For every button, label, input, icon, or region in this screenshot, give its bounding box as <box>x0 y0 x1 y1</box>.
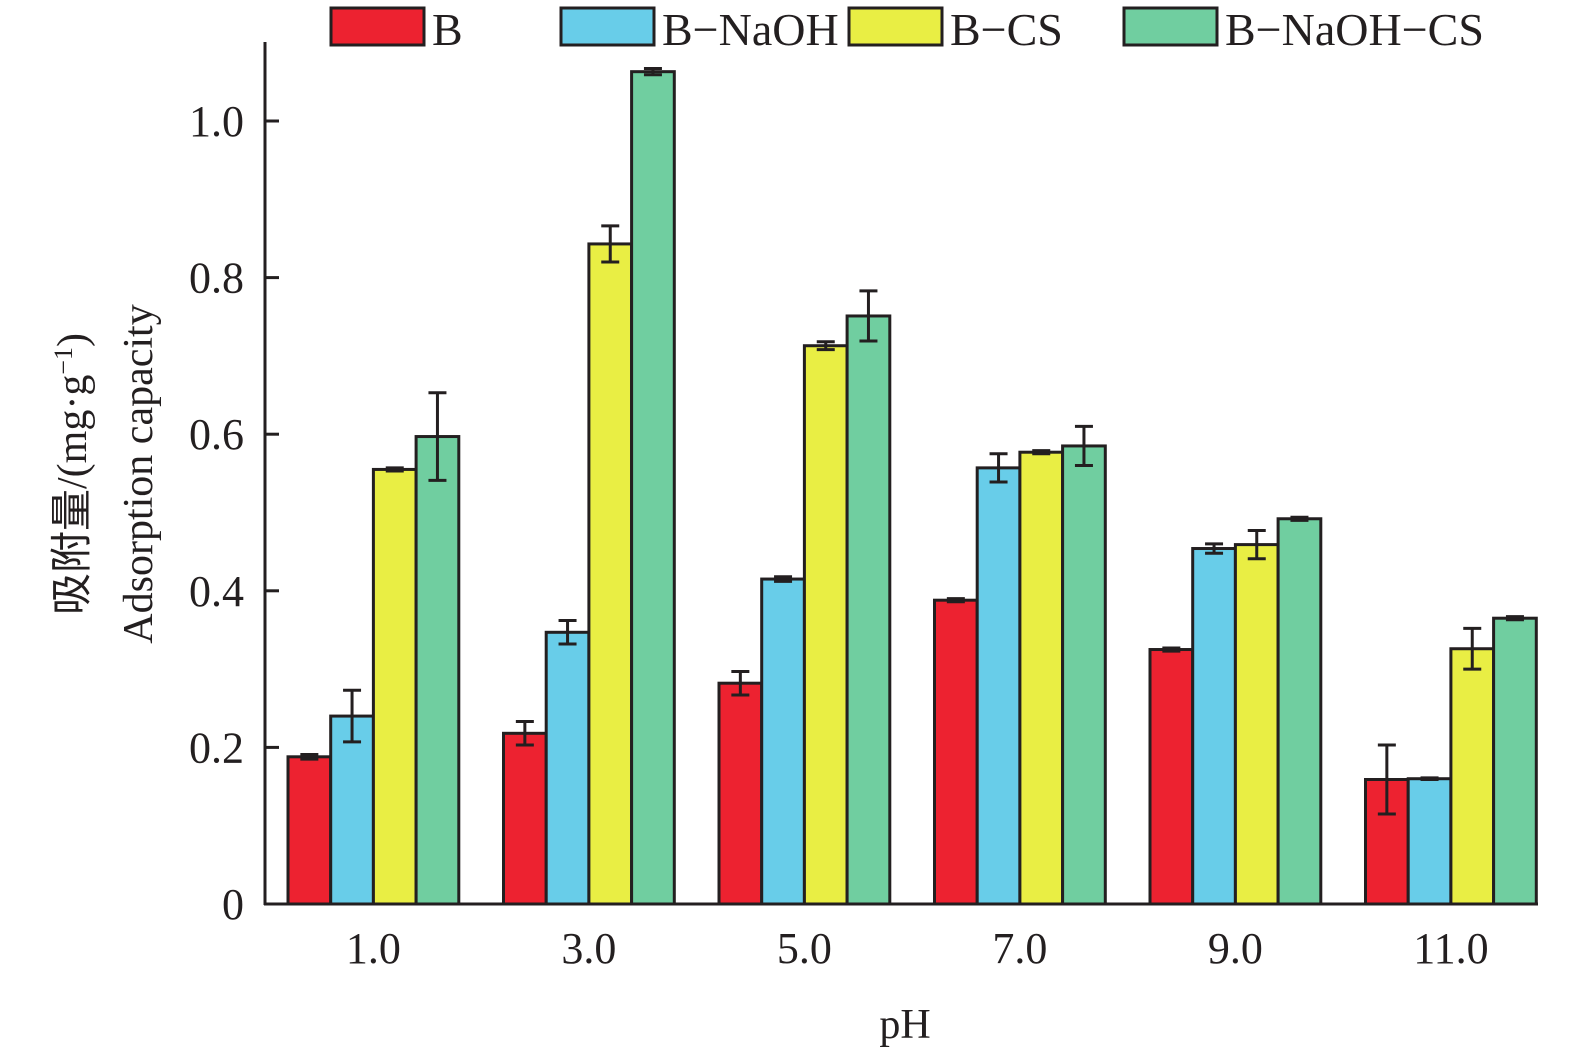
bar-b-naoh-ph-11.0 <box>1406 777 1453 906</box>
error-bar <box>946 597 965 604</box>
error-bar <box>515 720 534 747</box>
y-tick-label: 0 <box>222 880 244 929</box>
y-tick-label: 1.0 <box>189 97 244 146</box>
bar-b-naoh-cs-ph-1.0 <box>414 435 461 906</box>
bar-b-naoh-cs-ph-11.0 <box>1492 616 1538 906</box>
bar-b-cs-ph-1.0 <box>371 467 418 906</box>
bar-b-cs-ph-5.0 <box>802 344 849 906</box>
error-bar <box>643 67 662 77</box>
error-bar <box>1463 626 1482 671</box>
error-bar <box>385 466 404 473</box>
x-axis-title: pH <box>879 1002 930 1048</box>
x-tick-label: 9.0 <box>1208 924 1263 973</box>
legend-swatch <box>1122 6 1219 47</box>
legend-item: B−NaOH−CS <box>1122 4 1484 55</box>
error-bar <box>1377 743 1396 816</box>
error-bar <box>1505 615 1524 622</box>
y-axis-title-close: ) <box>50 333 96 347</box>
x-tick-label: 3.0 <box>561 924 616 973</box>
error-bar <box>1032 449 1051 456</box>
bars-layer <box>286 70 1538 906</box>
y-ticks: 0 0.2 0.4 0.6 0.8 1.0 <box>189 97 279 929</box>
bar-b-naoh-ph-5.0 <box>760 577 806 906</box>
error-bar <box>300 752 319 761</box>
error-bar <box>731 669 750 697</box>
bar-b-cs-ph-11.0 <box>1449 647 1496 906</box>
error-bar <box>816 340 835 352</box>
legend-label: B−CS <box>950 4 1063 55</box>
y-tick-label: 0.8 <box>189 254 244 303</box>
legend-item: B−NaOH <box>559 4 839 55</box>
error-bars-layer <box>300 67 1524 816</box>
error-bar <box>601 224 620 264</box>
y-tick-label: 0.2 <box>189 723 244 772</box>
x-tick-label: 5.0 <box>777 924 832 973</box>
error-bar <box>1420 776 1439 782</box>
y-tick-label: 0.4 <box>189 567 244 616</box>
y-axis-title-line1: 吸附量/(mg·g−1) <box>49 333 96 615</box>
x-ticks: 1.0 3.0 5.0 7.0 9.0 11.0 <box>346 924 1489 973</box>
error-bar <box>1247 529 1266 561</box>
y-axis-title-superscript: −1 <box>49 347 78 375</box>
error-bar <box>1290 515 1309 522</box>
error-bar <box>1162 646 1181 653</box>
legend-swatch <box>329 6 426 47</box>
x-tick-label: 1.0 <box>346 924 401 973</box>
bar-b-ph-1.0 <box>286 755 333 906</box>
legend-item: B <box>329 4 463 55</box>
x-tick-label: 11.0 <box>1413 924 1488 973</box>
bar-b-cs-ph-7.0 <box>1018 450 1065 906</box>
error-bar <box>1205 542 1224 555</box>
error-bar <box>343 688 362 744</box>
bar-b-naoh-cs-ph-5.0 <box>845 314 892 906</box>
x-tick-label: 7.0 <box>992 924 1047 973</box>
y-tick-label: 0.6 <box>189 410 244 459</box>
error-bar <box>859 289 878 343</box>
bar-b-cs-ph-9.0 <box>1233 543 1280 906</box>
error-bar <box>989 452 1008 484</box>
bar-b-naoh-ph-3.0 <box>544 630 591 906</box>
axes <box>263 42 1538 906</box>
legend: B B−NaOH B−CS B−NaOH−CS <box>329 4 1484 55</box>
y-axis-title: 吸附量/(mg·g−1) Adsorption capacity <box>49 304 162 643</box>
legend-label: B−NaOH <box>662 4 839 55</box>
bar-b-naoh-cs-ph-7.0 <box>1061 444 1107 906</box>
bar-b-naoh-ph-7.0 <box>975 466 1022 906</box>
bar-b-naoh-cs-ph-3.0 <box>630 70 676 906</box>
bar-b-ph-5.0 <box>717 681 764 906</box>
error-bar <box>774 575 793 583</box>
legend-swatch <box>847 6 944 47</box>
bar-b-ph-3.0 <box>502 731 548 906</box>
bar-b-naoh-ph-1.0 <box>329 714 375 906</box>
y-axis-title-unit: 吸附量/(mg·g <box>50 375 96 615</box>
legend-item: B−CS <box>847 4 1063 55</box>
y-axis-title-line2: Adsorption capacity <box>116 304 162 643</box>
bar-b-naoh-cs-ph-9.0 <box>1276 517 1323 906</box>
legend-label: B <box>432 4 463 55</box>
bar-b-ph-7.0 <box>933 598 979 906</box>
error-bar <box>558 619 577 646</box>
legend-label: B−NaOH−CS <box>1225 4 1484 55</box>
error-bar <box>1074 424 1093 468</box>
bar-b-naoh-ph-9.0 <box>1191 547 1237 906</box>
bar-b-cs-ph-3.0 <box>587 242 634 906</box>
error-bar <box>428 391 447 482</box>
legend-swatch <box>559 6 656 47</box>
bar-b-ph-9.0 <box>1148 648 1195 906</box>
